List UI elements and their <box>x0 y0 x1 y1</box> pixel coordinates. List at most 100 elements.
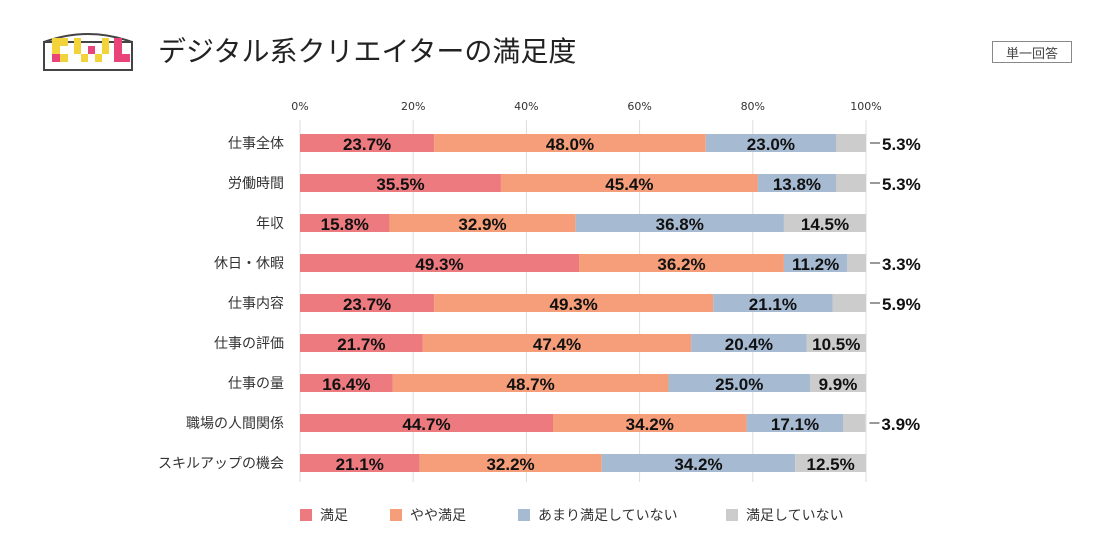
data-label: 21.7% <box>337 335 385 354</box>
bar-segment <box>757 174 837 192</box>
header: デジタル系クリエイターの満足度 単一回答 <box>0 0 1100 90</box>
bar-segment <box>832 294 866 312</box>
bar-segment <box>668 374 810 392</box>
x-tick-label: 20% <box>401 100 425 113</box>
x-tick-label: 0% <box>291 100 308 113</box>
bar-segment <box>300 294 435 312</box>
data-label: 45.4% <box>605 175 653 194</box>
bar-segment <box>500 174 758 192</box>
bar-segment <box>300 414 554 432</box>
data-label: 48.7% <box>507 375 555 394</box>
data-label: 34.2% <box>674 455 722 474</box>
data-label: 23.7% <box>343 135 391 154</box>
bar-segment <box>575 214 784 232</box>
bar-segment <box>806 334 866 352</box>
bar-segment <box>389 214 576 232</box>
category-label: 仕事内容 <box>228 295 284 312</box>
legend-label: やや満足 <box>410 508 466 524</box>
bar-segment <box>419 454 602 472</box>
bar-segment <box>843 414 866 432</box>
legend-swatch <box>518 509 530 521</box>
legend-swatch <box>300 509 312 521</box>
data-label: 23.7% <box>343 295 391 314</box>
category-label: 年収 <box>256 216 284 232</box>
data-label: 3.3% <box>882 255 921 274</box>
bar-segment <box>300 374 393 392</box>
data-label: 14.5% <box>801 215 849 234</box>
data-label: 34.2% <box>626 415 674 434</box>
x-tick-label: 100% <box>850 100 881 113</box>
category-label: 仕事の評価 <box>214 336 284 352</box>
data-label: 32.9% <box>458 215 506 234</box>
bar-segment <box>847 254 866 272</box>
data-label: 36.8% <box>656 215 704 234</box>
legend-label: あまり満足していない <box>538 508 678 524</box>
bar-segment <box>601 454 796 472</box>
data-label: 36.2% <box>657 255 705 274</box>
data-label: 21.1% <box>336 455 384 474</box>
data-label: 32.2% <box>486 455 534 474</box>
data-label: 9.9% <box>819 375 858 394</box>
category-label: 仕事の量 <box>228 376 284 392</box>
data-label: 17.1% <box>771 415 819 434</box>
data-label: 49.3% <box>415 255 463 274</box>
data-label: 13.8% <box>773 175 821 194</box>
bar-segment <box>300 454 420 472</box>
bar-segment <box>422 334 692 352</box>
legend-label: 満足 <box>320 508 348 524</box>
bar-segment <box>553 414 747 432</box>
data-label: 10.5% <box>812 335 860 354</box>
bar-segment <box>783 254 848 272</box>
bar-segment <box>300 134 435 152</box>
bar-segment <box>300 254 580 272</box>
data-label: 5.3% <box>882 135 921 154</box>
x-tick-label: 60% <box>627 100 651 113</box>
data-label: 25.0% <box>715 375 763 394</box>
data-label: 5.9% <box>882 295 921 314</box>
bar-segment <box>392 374 669 392</box>
bar-segment <box>579 254 784 272</box>
bar-segment <box>836 134 866 152</box>
bar-segment <box>713 294 833 312</box>
data-label: 12.5% <box>807 455 855 474</box>
bar-segment <box>434 134 706 152</box>
bar-segment <box>691 334 807 352</box>
page-title: デジタル系クリエイターの満足度 <box>158 35 577 68</box>
legend-swatch <box>390 509 402 521</box>
data-label: 20.4% <box>725 335 773 354</box>
bar-segment <box>434 294 714 312</box>
data-label: 23.0% <box>747 135 795 154</box>
bar-segment <box>836 174 866 192</box>
category-label: 労働時間 <box>228 176 284 192</box>
data-label: 35.5% <box>376 175 424 194</box>
legend-label: 満足していない <box>746 508 844 524</box>
bar-segment <box>300 174 501 192</box>
category-label: 仕事全体 <box>228 135 284 152</box>
bar-segment <box>795 454 866 472</box>
cwl-logo <box>43 33 133 71</box>
category-label: スキルアップの機会 <box>158 456 284 472</box>
bar-segment <box>783 214 866 232</box>
x-tick-label: 40% <box>514 100 538 113</box>
bar-segment <box>300 214 390 232</box>
bar-segment <box>746 414 844 432</box>
bar-segment <box>809 374 866 392</box>
data-label: 44.7% <box>402 415 450 434</box>
data-label: 5.3% <box>882 175 921 194</box>
data-label: 15.8% <box>321 215 369 234</box>
bar-segment <box>300 334 423 352</box>
data-label: 3.9% <box>881 415 920 434</box>
data-label: 49.3% <box>550 295 598 314</box>
answer-type-badge: 単一回答 <box>992 41 1072 63</box>
data-label: 16.4% <box>322 375 370 394</box>
data-label: 11.2% <box>792 255 839 274</box>
category-label: 休日・休暇 <box>214 256 284 272</box>
data-label: 47.4% <box>533 335 581 354</box>
data-label: 48.0% <box>546 135 594 154</box>
category-label: 職場の人間関係 <box>186 416 284 432</box>
x-tick-label: 80% <box>741 100 765 113</box>
bar-segment <box>705 134 837 152</box>
data-label: 21.1% <box>749 295 797 314</box>
legend-swatch <box>726 509 738 521</box>
